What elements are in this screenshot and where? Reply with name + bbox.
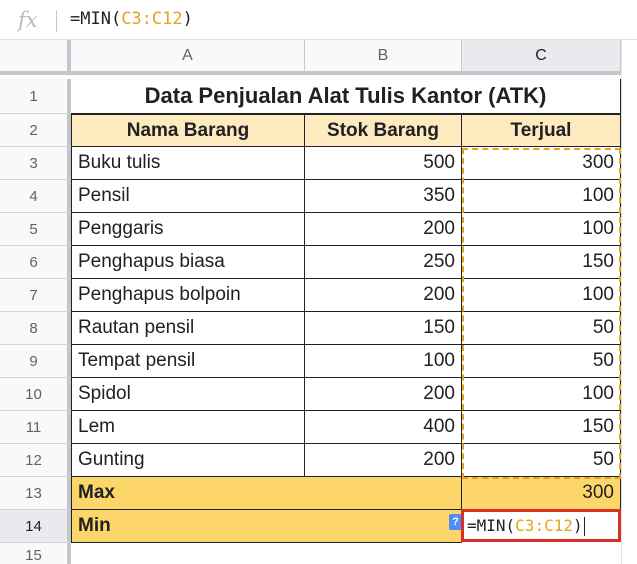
cell-sold[interactable]: 100 bbox=[462, 180, 621, 213]
cell-stock[interactable]: 100 bbox=[305, 345, 462, 378]
max-label-cell[interactable]: Max bbox=[71, 477, 462, 510]
row-header-3[interactable]: 3 bbox=[0, 147, 71, 180]
formula-help-icon[interactable]: ? bbox=[449, 514, 462, 530]
formula-bar-divider bbox=[56, 10, 57, 32]
fx-icon: fx bbox=[18, 8, 38, 32]
formula-range-ref: C3:C12 bbox=[121, 9, 183, 29]
cell-name[interactable]: Gunting bbox=[71, 444, 305, 477]
cell-sold[interactable]: 50 bbox=[462, 345, 621, 378]
cell-stock[interactable]: 500 bbox=[305, 147, 462, 180]
cell-sold[interactable]: 150 bbox=[462, 246, 621, 279]
cell-name[interactable]: Penghapus biasa bbox=[71, 246, 305, 279]
editor-prefix: =MIN( bbox=[467, 516, 516, 535]
cell-name[interactable]: Penggaris bbox=[71, 213, 305, 246]
formula-suffix: ) bbox=[182, 9, 193, 29]
editor-suffix: ) bbox=[572, 516, 583, 535]
row-header-14[interactable]: 14 bbox=[0, 510, 71, 543]
cell-name[interactable]: Penghapus bolpoin bbox=[71, 279, 305, 312]
row-header-8[interactable]: 8 bbox=[0, 312, 71, 345]
header-nama-barang[interactable]: Nama Barang bbox=[71, 114, 305, 147]
column-header-c[interactable]: C bbox=[462, 40, 621, 75]
cell-sold[interactable]: 50 bbox=[462, 444, 621, 477]
cell-name[interactable]: Tempat pensil bbox=[71, 345, 305, 378]
cell-stock[interactable]: 150 bbox=[305, 312, 462, 345]
row-header-6[interactable]: 6 bbox=[0, 246, 71, 279]
column-header-a[interactable]: A bbox=[71, 40, 305, 75]
row-header-2[interactable]: 2 bbox=[0, 114, 71, 147]
row-header-13[interactable]: 13 bbox=[0, 477, 71, 510]
cell-stock[interactable]: 350 bbox=[305, 180, 462, 213]
cell-sold[interactable]: 300 bbox=[462, 147, 621, 180]
active-cell-editor[interactable]: =MIN(C3:C12) bbox=[461, 509, 621, 542]
cell-name[interactable]: Rautan pensil bbox=[71, 312, 305, 345]
select-all-corner[interactable] bbox=[0, 40, 71, 75]
header-terjual[interactable]: Terjual bbox=[462, 114, 621, 147]
cell-stock[interactable]: 200 bbox=[305, 213, 462, 246]
row-header-10[interactable]: 10 bbox=[0, 378, 71, 411]
cell-sold[interactable]: 100 bbox=[462, 279, 621, 312]
row-header-5[interactable]: 5 bbox=[0, 213, 71, 246]
cell-stock[interactable]: 400 bbox=[305, 411, 462, 444]
header-stok-barang[interactable]: Stok Barang bbox=[305, 114, 462, 147]
formula-bar[interactable]: fx =MIN(C3:C12) bbox=[0, 0, 637, 40]
sheet-title-cell[interactable]: Data Penjualan Alat Tulis Kantor (ATK) bbox=[71, 79, 621, 114]
cell-name[interactable]: Buku tulis bbox=[71, 147, 305, 180]
row-header-1[interactable]: 1 bbox=[0, 79, 71, 114]
row-header-4[interactable]: 4 bbox=[0, 180, 71, 213]
row-header-11[interactable]: 11 bbox=[0, 411, 71, 444]
text-cursor bbox=[583, 517, 585, 536]
cell-name[interactable]: Pensil bbox=[71, 180, 305, 213]
cell-stock[interactable]: 200 bbox=[305, 378, 462, 411]
cell-sold[interactable]: 150 bbox=[462, 411, 621, 444]
cell-stock[interactable]: 250 bbox=[305, 246, 462, 279]
cell-name[interactable]: Lem bbox=[71, 411, 305, 444]
grid-right-edge bbox=[621, 40, 637, 564]
min-label-cell[interactable]: Min bbox=[71, 510, 462, 543]
max-value-cell[interactable]: 300 bbox=[462, 477, 621, 510]
editor-range-ref: C3:C12 bbox=[515, 516, 573, 535]
row-header-12[interactable]: 12 bbox=[0, 444, 71, 477]
row-header-15[interactable]: 15 bbox=[0, 543, 71, 564]
row-header-7[interactable]: 7 bbox=[0, 279, 71, 312]
formula-prefix: =MIN( bbox=[70, 9, 122, 29]
cell-name[interactable]: Spidol bbox=[71, 378, 305, 411]
formula-input[interactable]: =MIN(C3:C12) bbox=[70, 9, 193, 29]
cell-sold[interactable]: 100 bbox=[462, 213, 621, 246]
cell-sold[interactable]: 100 bbox=[462, 378, 621, 411]
cell-stock[interactable]: 200 bbox=[305, 444, 462, 477]
cell-stock[interactable]: 200 bbox=[305, 279, 462, 312]
row-header-9[interactable]: 9 bbox=[0, 345, 71, 378]
cell-sold[interactable]: 50 bbox=[462, 312, 621, 345]
column-header-b[interactable]: B bbox=[305, 40, 462, 75]
